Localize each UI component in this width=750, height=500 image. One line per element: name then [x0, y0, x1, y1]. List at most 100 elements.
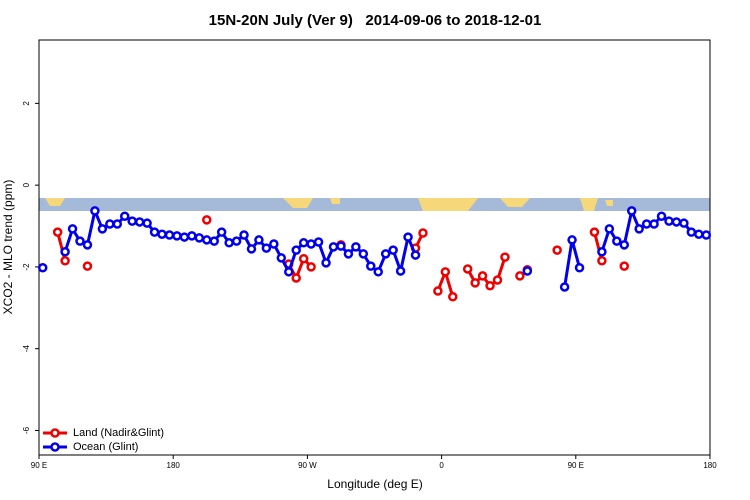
- data-point: [351, 242, 361, 252]
- data-point: [418, 228, 428, 238]
- data-point: [634, 224, 644, 234]
- data-point: [403, 232, 413, 242]
- data-point: [105, 219, 115, 229]
- data-point: [90, 206, 100, 216]
- data-point: [649, 219, 659, 229]
- data-point: [134, 217, 145, 227]
- data-point: [261, 243, 272, 253]
- y-axis-label: XCO2 - MLO trend (ppm): [1, 180, 15, 315]
- data-point: [306, 239, 316, 249]
- data-point: [37, 262, 48, 273]
- data-point: [269, 239, 279, 249]
- data-point: [641, 219, 652, 229]
- chart-title: 15N-20N July (Ver 9) 2014-09-06 to 2018-…: [209, 12, 542, 29]
- data-point: [343, 249, 354, 259]
- data-point: [380, 249, 391, 259]
- legend-marker: [50, 442, 60, 452]
- y-tick-label: -6: [22, 426, 31, 434]
- data-point: [157, 229, 167, 239]
- x-tick-label: 90 W: [298, 461, 317, 470]
- data-point: [448, 292, 458, 302]
- x-tick-label: 180: [167, 461, 181, 470]
- data-point: [559, 282, 570, 292]
- data-point: [321, 258, 331, 268]
- data-point: [60, 247, 70, 257]
- y-tick-label: 0: [22, 182, 31, 187]
- data-point: [395, 266, 406, 276]
- data-point: [410, 250, 421, 260]
- data-point: [694, 229, 704, 239]
- data-point: [75, 236, 85, 246]
- data-point: [172, 231, 182, 241]
- map-strip: [39, 198, 710, 211]
- legend-label: Ocean (Glint): [73, 441, 138, 453]
- data-point: [119, 211, 130, 221]
- data-point: [209, 236, 219, 246]
- data-point: [701, 230, 712, 240]
- data-point: [433, 286, 443, 296]
- data-point: [552, 245, 562, 255]
- data-point: [60, 256, 70, 266]
- y-tick-label: 2: [22, 101, 31, 106]
- data-point: [336, 241, 346, 251]
- data-point: [112, 219, 123, 229]
- data-point: [67, 224, 78, 234]
- x-tick-label: 90 E: [568, 461, 584, 470]
- data-point: [291, 273, 301, 283]
- data-point: [612, 236, 622, 246]
- data-point: [358, 249, 369, 259]
- data-point: [671, 217, 682, 227]
- data-point: [298, 238, 309, 248]
- data-point: [440, 267, 451, 277]
- data-point: [597, 256, 607, 266]
- data-point: [485, 280, 495, 291]
- data-point: [470, 278, 480, 288]
- x-axis-label: Longitude (deg E): [327, 477, 422, 491]
- data-point: [626, 206, 637, 216]
- data-point: [291, 245, 301, 255]
- data-point: [202, 235, 212, 245]
- legend: Land (Nadir&Glint) Ocean (Glint): [43, 427, 164, 453]
- data-point: [224, 238, 234, 248]
- legend-label: Land (Nadir&Glint): [73, 427, 164, 439]
- data-point: [589, 227, 600, 237]
- data-point: [604, 224, 615, 234]
- x-tick-label: 0: [439, 461, 444, 470]
- data-point: [276, 253, 287, 263]
- data-point: [500, 252, 510, 262]
- data-point: [686, 227, 697, 237]
- data-point: [306, 262, 316, 272]
- data-point: [127, 216, 137, 226]
- data-point: [373, 267, 383, 277]
- data-point: [187, 231, 197, 241]
- data-point: [492, 275, 503, 285]
- data-point: [164, 230, 175, 240]
- plot-frame: [38, 39, 711, 456]
- data-point: [254, 235, 264, 245]
- data-point: [328, 242, 339, 252]
- y-tick-label: -4: [22, 345, 31, 353]
- data-point: [97, 224, 108, 234]
- data-point: [239, 230, 249, 240]
- data-point: [313, 237, 324, 247]
- data-point: [619, 261, 630, 271]
- data-point: [284, 267, 294, 277]
- legend-marker: [50, 428, 60, 438]
- data-point: [149, 227, 160, 237]
- data-point: [656, 211, 667, 221]
- data-point: [231, 236, 242, 246]
- data-point: [52, 227, 63, 237]
- data-point: [298, 253, 309, 264]
- data-point: [82, 261, 93, 271]
- data-point: [142, 218, 152, 228]
- data-point: [477, 271, 488, 281]
- data-point: [522, 266, 533, 276]
- data-point: [567, 235, 577, 245]
- data-point: [515, 271, 525, 281]
- data-point: [388, 245, 398, 255]
- y-tick-label: -2: [22, 263, 31, 271]
- x-tick-label: 180: [703, 461, 717, 470]
- data-point: [679, 218, 689, 228]
